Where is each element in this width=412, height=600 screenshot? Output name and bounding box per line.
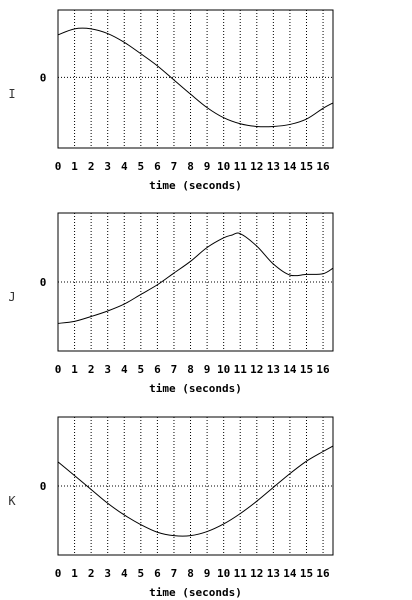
x-tick-label: 15 (300, 160, 313, 173)
x-tick-label: 8 (187, 567, 194, 580)
x-tick-label: 2 (88, 160, 95, 173)
x-tick-label: 6 (154, 363, 161, 376)
x-tick-label: 11 (234, 567, 248, 580)
x-tick-label: 0 (55, 160, 62, 173)
x-tick-label: 14 (283, 160, 297, 173)
y-tick-label: 0 (40, 71, 47, 84)
x-tick-label: 15 (300, 567, 313, 580)
plot-frame (57, 212, 334, 352)
plot-frame (57, 416, 334, 556)
x-tick-label: 1 (71, 567, 78, 580)
x-axis-label: time (seconds) (149, 179, 242, 192)
plot-frame (57, 9, 334, 149)
x-tick-label: 5 (138, 363, 145, 376)
x-tick-label: 7 (171, 567, 178, 580)
x-tick-label: 10 (217, 363, 230, 376)
x-tick-label: 7 (171, 160, 178, 173)
x-axis-label: time (seconds) (149, 382, 242, 395)
x-tick-label: 10 (217, 567, 230, 580)
x-tick-label: 10 (217, 160, 230, 173)
x-tick-label: 16 (316, 363, 330, 376)
x-tick-label: 1 (71, 160, 78, 173)
x-tick-label: 16 (316, 567, 330, 580)
x-tick-label: 0 (55, 363, 62, 376)
x-axis-label: time (seconds) (149, 586, 242, 599)
y-tick-label: 0 (40, 276, 47, 289)
series-line (57, 445, 334, 537)
series-line (57, 27, 334, 128)
x-tick-label: 12 (250, 363, 263, 376)
x-tick-label: 13 (267, 363, 280, 376)
panel-label: J (8, 290, 15, 304)
x-tick-label: 13 (267, 160, 280, 173)
x-tick-label: 9 (204, 567, 211, 580)
x-tick-label: 14 (283, 363, 297, 376)
x-tick-label: 13 (267, 567, 280, 580)
x-tick-label: 3 (104, 567, 111, 580)
x-tick-label: 0 (55, 567, 62, 580)
y-tick-label: 0 (40, 480, 47, 493)
x-tick-label: 7 (171, 363, 178, 376)
x-tick-label: 11 (234, 363, 248, 376)
x-tick-label: 3 (104, 160, 111, 173)
x-tick-label: 5 (138, 160, 145, 173)
x-tick-label: 12 (250, 567, 263, 580)
x-tick-label: 9 (204, 363, 211, 376)
x-tick-label: 5 (138, 567, 145, 580)
x-tick-label: 4 (121, 160, 128, 173)
series-line (57, 232, 334, 324)
x-tick-label: 12 (250, 160, 263, 173)
x-tick-label: 2 (88, 363, 95, 376)
x-tick-label: 11 (234, 160, 248, 173)
x-tick-label: 6 (154, 160, 161, 173)
x-tick-label: 4 (121, 363, 128, 376)
x-tick-label: 9 (204, 160, 211, 173)
panel-label: K (8, 494, 16, 508)
x-tick-label: 3 (104, 363, 111, 376)
x-tick-label: 15 (300, 363, 313, 376)
x-tick-label: 8 (187, 363, 194, 376)
x-tick-label: 16 (316, 160, 330, 173)
panel-label: I (8, 87, 15, 101)
x-tick-label: 8 (187, 160, 194, 173)
x-tick-label: 4 (121, 567, 128, 580)
x-tick-label: 1 (71, 363, 78, 376)
x-tick-label: 6 (154, 567, 161, 580)
x-tick-label: 14 (283, 567, 297, 580)
x-tick-label: 2 (88, 567, 95, 580)
